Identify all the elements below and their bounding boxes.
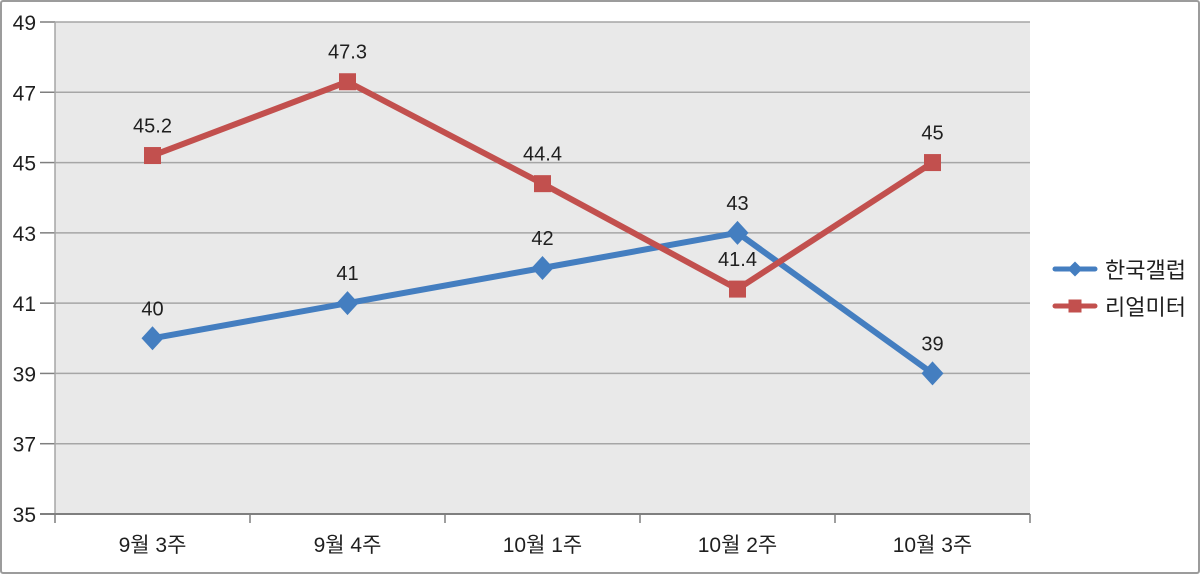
legend-item-gallup: 한국갤럽 [1052,255,1186,283]
data-point-diamond-0 [141,326,164,351]
data-label: 39 [921,333,943,355]
data-point-square-1 [924,154,941,172]
y-axis-label: 49 [13,12,36,35]
x-axis-label: 10월 3주 [893,534,973,557]
x-axis-label: 10월 1주 [503,534,583,557]
x-axis-label: 10월 2주 [698,534,778,557]
data-point-square-1 [339,73,356,91]
y-axis-label: 35 [13,504,36,527]
data-label: 40 [141,298,163,320]
data-point-diamond-0 [921,361,944,386]
chart-legend: 한국갤럽 리얼미터 [1052,255,1186,320]
y-axis-label: 37 [13,434,36,457]
data-point-square-1 [144,147,161,165]
x-axis-label: 9월 3주 [119,534,187,557]
legend-line-diamond-icon [1052,261,1098,277]
legend-marker-diamond-icon [1067,261,1083,277]
y-axis-label: 41 [13,293,36,316]
data-point-square-1 [534,175,551,193]
data-point-diamond-0 [531,256,554,280]
y-axis-label: 45 [13,153,36,176]
x-axis-label: 9월 4주 [314,534,382,557]
legend-label-realmeter: 리얼미터 [1105,295,1186,320]
data-point-diamond-0 [336,291,359,316]
data-point-square-1 [729,280,746,298]
legend-marker-square-icon [1068,299,1082,313]
data-label: 41.4 [718,249,757,271]
data-label: 47.3 [328,42,367,64]
data-label: 44.4 [523,144,562,166]
legend-item-realmeter: 리얼미터 [1052,292,1186,320]
data-label: 45 [921,123,943,145]
y-axis-label: 47 [13,82,36,105]
y-axis-label: 43 [13,223,36,246]
data-label: 42 [531,228,553,250]
legend-line-square-icon [1052,299,1098,313]
data-label: 45.2 [133,116,172,138]
data-label: 41 [336,263,358,285]
data-point-diamond-0 [726,220,749,245]
data-label: 43 [726,193,748,215]
y-axis-label: 39 [13,363,36,386]
legend-label-gallup: 한국갤럽 [1105,258,1186,283]
